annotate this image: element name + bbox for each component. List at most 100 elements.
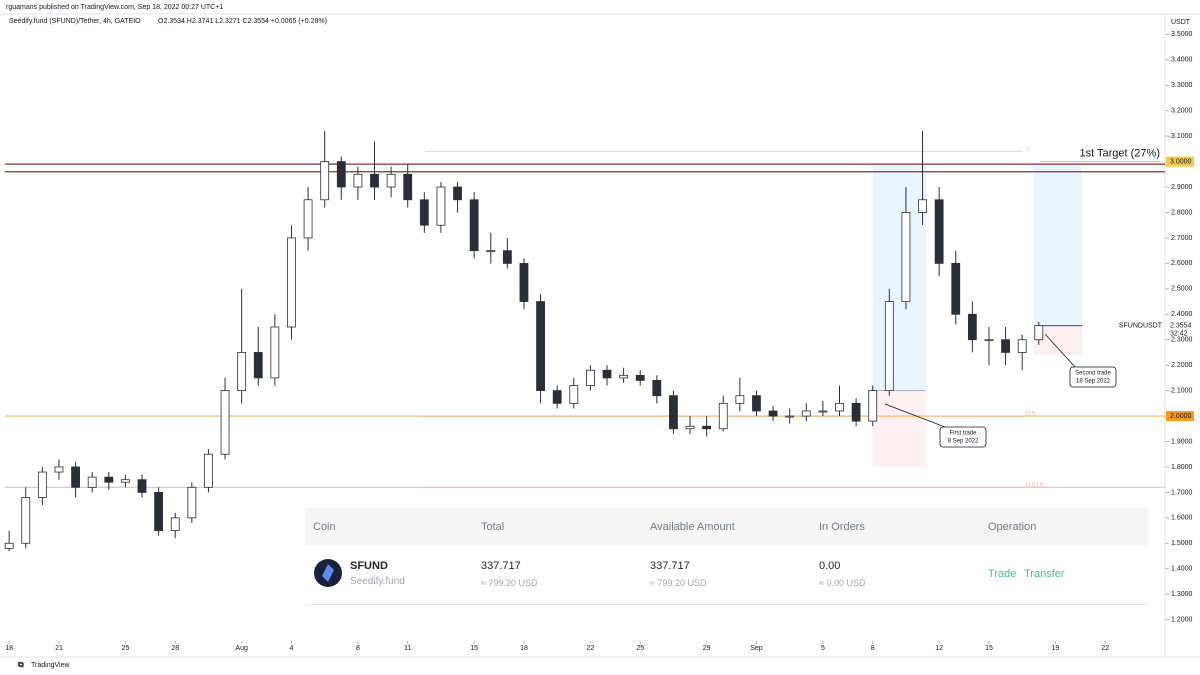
candle-body <box>652 380 662 397</box>
footer-logo: ⧉ <box>18 660 24 669</box>
chart-title: Seedify.fund (SFUND)/Tether, 4h, GATEIO <box>9 18 141 25</box>
candle-body <box>569 385 579 404</box>
publisher: rguamans published on TradingView.com, S… <box>6 4 223 11</box>
candle-body <box>303 199 313 239</box>
candle-body <box>121 479 130 483</box>
candle-body <box>1017 339 1027 353</box>
candle-body <box>1034 325 1044 341</box>
table-header-cell: Coin <box>313 521 336 533</box>
y-tick-label: 2.6000 <box>1171 260 1193 267</box>
x-tick-label: 4 <box>290 645 294 652</box>
y-tick-label: 2.9000 <box>1171 184 1193 191</box>
y-tick-label: 2.1000 <box>1171 387 1193 394</box>
x-tick-label: 15 <box>985 645 993 652</box>
x-tick-label: 5 <box>821 645 825 652</box>
coin-icon <box>314 559 342 587</box>
candle-body <box>204 453 213 488</box>
y-tick-label: 1.2000 <box>1171 616 1193 623</box>
y-tick-label: 3.3000 <box>1171 82 1193 89</box>
callout-text: 18 Sep 2022 <box>1076 379 1111 385</box>
y-tick-label: 2.3000 <box>1171 337 1193 344</box>
table-header-cell: Operation <box>988 521 1037 533</box>
candle-body <box>403 173 413 201</box>
candle-body <box>951 262 961 315</box>
callout-text: First trade <box>949 431 977 437</box>
candle-body <box>835 402 844 412</box>
candle-body <box>287 237 296 328</box>
price-tag-label: 3.0000 <box>1170 158 1192 165</box>
candle-body <box>718 402 728 430</box>
x-tick-label: 18 <box>5 645 13 652</box>
candle-body <box>502 250 512 264</box>
candle-body <box>901 212 911 302</box>
y-unit: USDT <box>1171 19 1191 26</box>
x-tick-label: 25 <box>636 645 644 652</box>
candle-body <box>851 402 861 422</box>
fib-label: 0.5 <box>1026 411 1036 418</box>
candle-body <box>436 186 446 226</box>
candle-body <box>702 425 712 430</box>
candle-body <box>602 369 612 379</box>
y-tick-label: 2.2000 <box>1171 362 1193 369</box>
available-usd: ≈ 799.20 USD <box>650 578 707 588</box>
footer: TradingView <box>31 662 70 669</box>
candle-body <box>71 466 80 488</box>
y-tick-label: 1.4000 <box>1171 566 1193 573</box>
candle-body <box>237 352 247 392</box>
candle-body <box>220 390 230 455</box>
y-tick-label: 3.5000 <box>1171 31 1193 38</box>
y-tick-label: 1.6000 <box>1171 515 1193 522</box>
position-profit <box>1033 164 1082 326</box>
y-tick-label: 1.9000 <box>1171 438 1193 445</box>
price-tag <box>1166 411 1194 422</box>
last-price-label: 2.3554 <box>1170 322 1192 329</box>
candle-body <box>386 173 396 188</box>
candle-body <box>884 301 894 392</box>
candle-body <box>336 161 346 188</box>
position-profit <box>872 164 926 391</box>
x-tick-label: 8 <box>356 645 360 652</box>
x-tick-label: 28 <box>171 645 179 652</box>
candle-body <box>619 374 629 379</box>
candle-body <box>785 415 795 418</box>
candle-body <box>585 369 595 386</box>
candle-body <box>685 425 695 430</box>
candle-body <box>104 476 114 483</box>
y-tick-label: 1.3000 <box>1171 591 1193 598</box>
y-tick-label: 3.1000 <box>1171 133 1193 140</box>
candle-body <box>768 410 778 417</box>
fib-label: 0 <box>1026 146 1030 153</box>
coin: SFUND <box>350 560 388 572</box>
table-row: SFUND Seedify.fund 337.717 ≈ 799.20 USD … <box>305 546 1148 605</box>
x-tick-label: 8 <box>871 645 875 652</box>
transfer-button[interactable]: Transfer <box>1024 568 1065 580</box>
candle-body <box>735 395 745 404</box>
candle-body <box>54 466 64 473</box>
candle-body <box>270 326 280 379</box>
callout-text: 8 Sep 2022 <box>948 439 979 445</box>
candle-body <box>486 250 496 253</box>
x-tick-label: 22 <box>1101 645 1109 652</box>
table-header-cell: Total <box>481 521 505 533</box>
y-tick-label: 2.5000 <box>1171 286 1193 293</box>
x-tick-label: 21 <box>55 645 63 652</box>
candle-body <box>635 374 645 381</box>
candle-body <box>87 476 97 488</box>
trade-button[interactable]: Trade <box>988 568 1017 580</box>
x-tick-label: 22 <box>586 645 594 652</box>
symbol-label: SFUNDUSDT <box>1119 322 1163 329</box>
balance-table: Coin Total Available Amount In Orders Operat… <box>305 508 1148 605</box>
candle-body <box>154 492 164 531</box>
y-tick-label: 2.7000 <box>1171 235 1193 242</box>
x-tick-label: 11 <box>404 645 411 652</box>
candle-body <box>918 199 927 213</box>
candle-body <box>187 486 197 519</box>
x-tick-label: 19 <box>1051 645 1059 652</box>
y-tick-label: 3.4000 <box>1171 57 1193 64</box>
x-tick-label: Sep <box>750 645 763 652</box>
in-orders-usd: ≈ 0.00 USD <box>819 578 866 588</box>
candle-body <box>370 173 379 188</box>
callout-box <box>939 426 987 448</box>
candle-body <box>4 542 14 549</box>
